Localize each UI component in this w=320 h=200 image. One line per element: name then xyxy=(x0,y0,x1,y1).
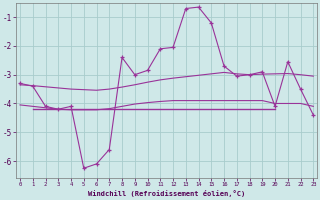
X-axis label: Windchill (Refroidissement éolien,°C): Windchill (Refroidissement éolien,°C) xyxy=(88,190,245,197)
